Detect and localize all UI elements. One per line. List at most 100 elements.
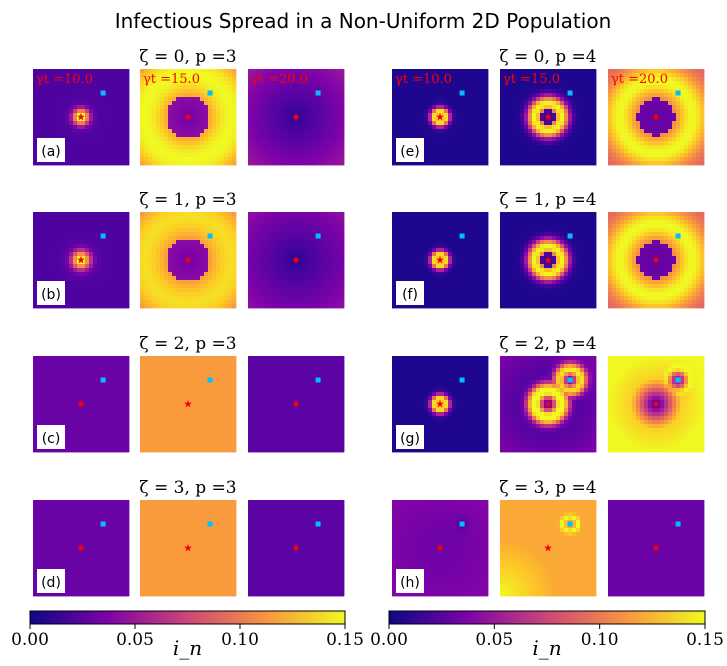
heatmap-cell [121,364,126,369]
heatmap-cell [121,400,126,405]
heatmap-cell [176,69,181,74]
heatmap-cell [49,360,54,365]
heatmap-cell [77,157,82,162]
heatmap-cell [192,220,197,225]
heatmap-cell [288,260,293,265]
heatmap-cell [172,384,177,389]
heatmap-cell [69,240,74,245]
heatmap-cell [81,268,86,273]
heatmap-cell [73,113,78,118]
heatmap-cell [272,268,277,273]
heatmap-cell [304,89,309,94]
heatmap-cell [113,416,118,421]
heatmap-cell [224,133,229,138]
heatmap-cell [156,392,161,397]
heatmap-cell [200,376,205,381]
heatmap-cell [65,117,70,122]
heatmap-cell [212,384,217,389]
heatmap-cell [85,300,90,305]
heatmap-cell [85,220,90,225]
heatmap-cell [268,85,273,90]
heatmap-cell [77,244,82,249]
heatmap-cell [172,276,177,281]
heatmap-cell [292,73,297,78]
heatmap-cell [172,228,177,233]
heatmap-cell [105,125,110,130]
heatmap-cell [73,125,78,130]
heatmap-cell [312,292,317,297]
heatmap-cell [117,121,122,126]
heatmap-cell [85,440,90,445]
heatmap-cell [204,420,209,425]
heatmap-cell [336,384,341,389]
heatmap-cell [125,268,130,273]
heatmap-cell [85,85,90,90]
heatmap-cell [125,69,130,74]
heatmap-cell [216,157,221,162]
heatmap-cell [200,288,205,293]
heatmap-cell [324,212,329,217]
heatmap-cell [296,77,301,82]
heatmap-cell [148,304,153,309]
heatmap-cell [300,232,305,237]
heatmap-cell [224,432,229,437]
heatmap-cell [53,248,58,253]
heatmap-cell [45,356,50,361]
heatmap-cell [61,129,66,134]
heatmap-cell [77,296,82,301]
heatmap-cell [152,264,157,269]
heatmap-cell [152,384,157,389]
heatmap-cell [49,77,54,82]
heatmap-cell [69,220,74,225]
heatmap-cell [212,133,217,138]
heatmap-cell [61,117,66,122]
heatmap-cell [148,236,153,241]
heatmap-cell [49,129,54,134]
heatmap-cell [109,380,114,385]
heatmap-cell [69,248,74,253]
heatmap-cell [57,105,62,110]
heatmap-cell [89,129,94,134]
heatmap-cell [252,396,257,401]
heatmap-cell [200,240,205,245]
heatmap-cell [180,356,185,361]
heatmap-cell [117,77,122,82]
heatmap-cell [113,440,118,445]
heatmap-cell [332,280,337,285]
heatmap-cell [336,141,341,146]
heatmap-cell [196,384,201,389]
heatmap-cell [276,280,281,285]
heatmap-cell [53,448,58,453]
heatmap-cell [113,220,118,225]
heatmap-cell [256,404,261,409]
heatmap-cell [156,372,161,377]
heatmap-cell [324,376,329,381]
heatmap-cell [300,396,305,401]
heatmap-cell [140,228,145,233]
heatmap-cell [117,232,122,237]
heatmap-cell [81,300,86,305]
heatmap-cell [125,396,130,401]
heatmap-cell [336,212,341,217]
heatmap-cell [232,89,237,94]
heatmap-cell [65,81,70,86]
heatmap-cell [256,220,261,225]
heatmap-cell [85,396,90,401]
heatmap-cell [53,416,58,421]
heatmap-cell [65,69,70,74]
heatmap-cell [33,212,38,217]
heatmap-cell [109,212,114,217]
heatmap-cell [248,153,253,158]
heatmap-cell [228,117,233,122]
heatmap-cell [188,256,193,261]
heatmap-cell [284,372,289,377]
heatmap-cell [284,276,289,281]
heatmap-cell [176,428,181,433]
heatmap-cell [85,256,90,261]
heatmap-cell [93,109,98,114]
heatmap-cell [140,109,145,114]
heatmap-cell [256,396,261,401]
time-label: γt =10.0 [36,72,93,87]
heatmap-cell [332,264,337,269]
heatmap-cell [53,380,58,385]
